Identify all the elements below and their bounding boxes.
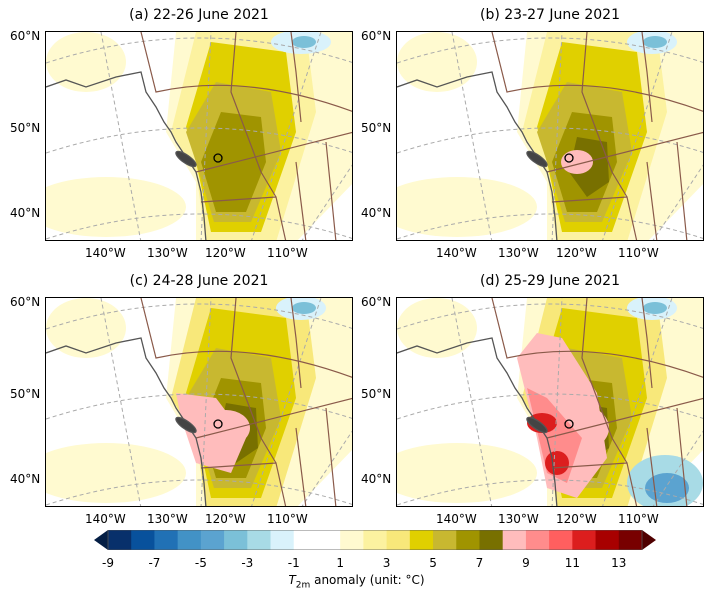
colorbar-swatch bbox=[131, 530, 155, 550]
longitude-label: 140°W bbox=[85, 246, 126, 260]
longitude-label: 140°W bbox=[436, 512, 477, 526]
panel-title: (a) 22-26 June 2021 bbox=[129, 7, 269, 23]
political-borders bbox=[140, 298, 352, 506]
colorbar-swatch bbox=[270, 530, 295, 550]
colorbar-swatch bbox=[595, 530, 620, 550]
longitude-label: 130°W bbox=[147, 512, 188, 526]
colorbar-label-var: T bbox=[288, 573, 296, 587]
colorbar-tick-label: 1 bbox=[336, 556, 344, 570]
anomaly-field bbox=[46, 32, 352, 240]
longitude-label: 110°W bbox=[618, 246, 659, 260]
panel-title: (c) 24-28 June 2021 bbox=[129, 273, 269, 289]
location-marker bbox=[213, 153, 223, 163]
latitude-label: 60°N bbox=[361, 29, 392, 43]
latitude-label: 60°N bbox=[10, 29, 41, 43]
longitude-label: 140°W bbox=[436, 246, 477, 260]
colorbar-swatch bbox=[502, 530, 527, 550]
colorbar-swatch bbox=[177, 530, 202, 550]
political-borders bbox=[140, 32, 352, 240]
colorbar-swatch bbox=[479, 530, 504, 550]
panel-title: (d) 25-29 June 2021 bbox=[480, 273, 620, 289]
colorbar-swatch bbox=[340, 530, 364, 550]
graticule bbox=[397, 298, 703, 506]
graticule bbox=[397, 32, 703, 240]
longitude-label: 110°W bbox=[267, 246, 308, 260]
colorbar-swatch bbox=[108, 530, 132, 550]
longitude-label: 120°W bbox=[205, 512, 246, 526]
colorbar-swatch bbox=[409, 530, 434, 550]
anomaly-field bbox=[397, 32, 703, 240]
longitude-label: 130°W bbox=[498, 246, 539, 260]
colorbar-swatch bbox=[433, 530, 457, 550]
colorbar-tick-label: 13 bbox=[611, 556, 627, 570]
coastline bbox=[46, 337, 207, 506]
map-panel bbox=[45, 31, 353, 241]
coastline bbox=[397, 337, 558, 506]
map-panel bbox=[45, 297, 353, 507]
colorbar-swatch bbox=[456, 530, 480, 550]
map-panel bbox=[396, 297, 704, 507]
longitude-label: 120°W bbox=[556, 512, 597, 526]
political-borders bbox=[491, 32, 703, 240]
longitude-label: 130°W bbox=[498, 512, 539, 526]
latitude-label: 50°N bbox=[10, 121, 41, 135]
longitude-label: 110°W bbox=[267, 512, 308, 526]
location-marker bbox=[564, 419, 574, 429]
location-marker bbox=[213, 419, 223, 429]
colorbar-tick-label: -7 bbox=[148, 556, 161, 570]
longitude-label: 120°W bbox=[556, 246, 597, 260]
colorbar-swatch bbox=[386, 530, 411, 550]
colorbar-swatch bbox=[247, 530, 272, 550]
colorbar-over-arrow bbox=[642, 530, 656, 550]
colorbar-tick-label: 3 bbox=[382, 556, 391, 570]
graticule bbox=[46, 298, 352, 506]
coastline bbox=[46, 71, 207, 240]
longitude-label: 130°W bbox=[147, 246, 188, 260]
colorbar-tick-label: 11 bbox=[564, 556, 580, 570]
colorbar-swatch bbox=[224, 530, 248, 550]
colorbar-tick-label: -5 bbox=[194, 556, 207, 570]
colorbar-swatch bbox=[572, 530, 597, 550]
colorbar-swatch bbox=[200, 530, 225, 550]
colorbar-tick-label: -3 bbox=[241, 556, 254, 570]
coastline bbox=[397, 71, 558, 240]
latitude-label: 50°N bbox=[10, 387, 41, 401]
colorbar-under-arrow bbox=[94, 530, 108, 550]
latitude-label: 50°N bbox=[361, 387, 392, 401]
political-borders bbox=[491, 298, 703, 506]
colorbar-swatch bbox=[316, 530, 341, 550]
latitude-label: 60°N bbox=[10, 295, 41, 309]
colorbar-tick-label: 9 bbox=[522, 556, 530, 570]
colorbar-label: T2m anomaly (unit: °C) bbox=[0, 573, 713, 590]
latitude-label: 40°N bbox=[10, 472, 41, 486]
longitude-label: 120°W bbox=[205, 246, 246, 260]
location-marker bbox=[564, 153, 574, 163]
colorbar-tick-label: -1 bbox=[287, 556, 300, 570]
colorbar-tick-label: -9 bbox=[102, 556, 114, 570]
anomaly-field bbox=[46, 298, 352, 506]
longitude-label: 140°W bbox=[85, 512, 126, 526]
panel-title: (b) 23-27 June 2021 bbox=[480, 7, 620, 23]
colorbar-label-sub: 2m bbox=[295, 580, 311, 591]
latitude-label: 60°N bbox=[361, 295, 392, 309]
map-panel bbox=[396, 31, 704, 241]
colorbar-tick-label: 5 bbox=[429, 556, 437, 570]
longitude-label: 110°W bbox=[618, 512, 659, 526]
colorbar-label-rest: anomaly (unit: °C) bbox=[310, 573, 425, 587]
latitude-label: 40°N bbox=[10, 206, 41, 220]
latitude-label: 40°N bbox=[361, 206, 392, 220]
colorbar-swatch bbox=[549, 530, 573, 550]
colorbar bbox=[94, 530, 656, 550]
colorbar-swatch bbox=[618, 530, 643, 550]
latitude-label: 50°N bbox=[361, 121, 392, 135]
colorbar-swatch bbox=[154, 530, 179, 550]
colorbar-swatch bbox=[293, 530, 318, 550]
colorbar-swatch bbox=[363, 530, 388, 550]
colorbar-tick-label: 7 bbox=[475, 556, 484, 570]
colorbar-swatch bbox=[525, 530, 550, 550]
anomaly-field bbox=[397, 298, 703, 506]
latitude-label: 40°N bbox=[361, 472, 392, 486]
